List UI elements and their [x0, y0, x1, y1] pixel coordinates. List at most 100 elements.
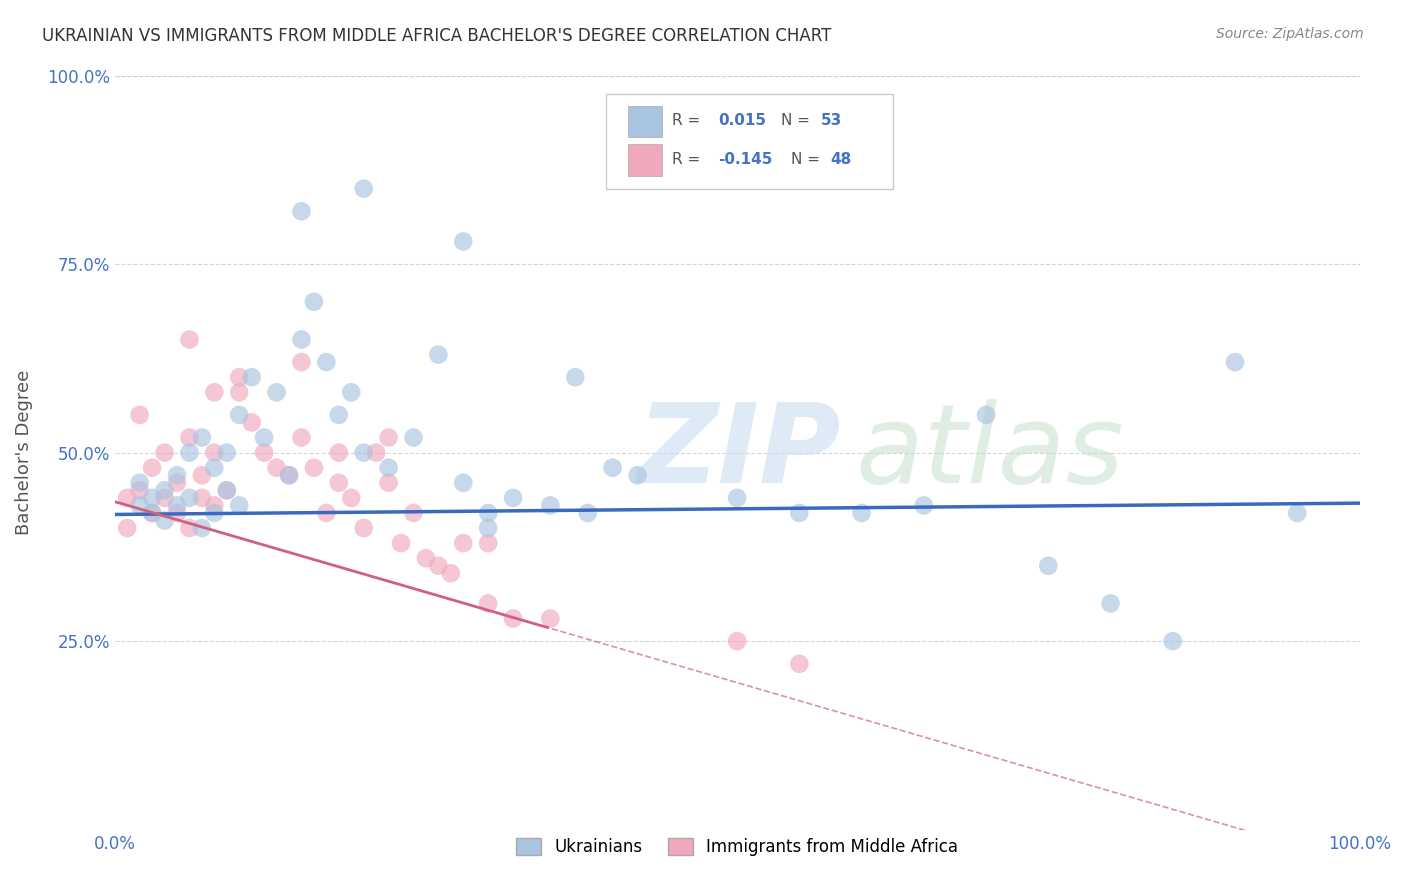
Point: [179, 445, 201, 459]
Point: [290, 333, 312, 347]
Point: [477, 536, 499, 550]
Point: [166, 468, 188, 483]
Point: [402, 506, 425, 520]
Point: [128, 499, 150, 513]
Point: [191, 491, 214, 505]
Point: [153, 483, 176, 498]
Point: [440, 566, 463, 581]
Point: [315, 506, 337, 520]
Point: [153, 514, 176, 528]
Point: [453, 536, 475, 550]
Point: [974, 408, 997, 422]
Text: R =: R =: [672, 153, 700, 168]
Point: [202, 499, 225, 513]
Text: 53: 53: [821, 113, 842, 128]
Point: [228, 385, 250, 400]
Text: -0.145: -0.145: [718, 153, 773, 168]
Point: [377, 431, 399, 445]
Point: [128, 483, 150, 498]
Point: [564, 370, 586, 384]
Point: [1099, 597, 1122, 611]
Point: [626, 468, 648, 483]
Point: [253, 445, 276, 459]
Point: [141, 506, 163, 520]
Text: ZIP: ZIP: [637, 399, 841, 506]
Point: [1161, 634, 1184, 648]
Text: 0.015: 0.015: [718, 113, 766, 128]
Point: [366, 445, 388, 459]
Point: [179, 431, 201, 445]
Point: [278, 468, 301, 483]
Point: [166, 506, 188, 520]
Point: [538, 499, 561, 513]
Point: [202, 460, 225, 475]
Text: atlas: atlas: [855, 399, 1123, 506]
Point: [477, 597, 499, 611]
Point: [415, 551, 437, 566]
Text: N =: N =: [780, 113, 810, 128]
Point: [253, 431, 276, 445]
Point: [328, 475, 350, 490]
Point: [202, 445, 225, 459]
Point: [290, 355, 312, 369]
Point: [453, 235, 475, 249]
Point: [240, 416, 263, 430]
Point: [141, 491, 163, 505]
Text: 48: 48: [831, 153, 852, 168]
Point: [1286, 506, 1309, 520]
Point: [789, 506, 811, 520]
Point: [202, 506, 225, 520]
Point: [725, 634, 748, 648]
Point: [477, 521, 499, 535]
Legend: Ukrainians, Immigrants from Middle Africa: Ukrainians, Immigrants from Middle Afric…: [509, 831, 965, 863]
Point: [228, 408, 250, 422]
Point: [266, 385, 288, 400]
Point: [228, 499, 250, 513]
Point: [128, 408, 150, 422]
Point: [389, 536, 412, 550]
Point: [302, 460, 325, 475]
Point: [725, 491, 748, 505]
Point: [141, 506, 163, 520]
Point: [278, 468, 301, 483]
Point: [427, 348, 450, 362]
FancyBboxPatch shape: [627, 145, 662, 176]
Text: R =: R =: [672, 113, 700, 128]
Point: [353, 521, 375, 535]
Point: [377, 475, 399, 490]
Point: [502, 611, 524, 625]
Point: [328, 445, 350, 459]
Point: [315, 355, 337, 369]
Point: [191, 431, 214, 445]
FancyBboxPatch shape: [627, 105, 662, 137]
Point: [115, 521, 138, 535]
Point: [215, 483, 238, 498]
Point: [115, 491, 138, 505]
Point: [228, 370, 250, 384]
Point: [240, 370, 263, 384]
Point: [290, 204, 312, 219]
Point: [353, 445, 375, 459]
Point: [789, 657, 811, 671]
Point: [290, 431, 312, 445]
FancyBboxPatch shape: [606, 95, 893, 188]
Point: [166, 499, 188, 513]
Point: [191, 521, 214, 535]
Point: [1038, 558, 1060, 573]
Point: [453, 475, 475, 490]
Point: [302, 294, 325, 309]
Point: [340, 491, 363, 505]
Point: [153, 445, 176, 459]
Point: [202, 385, 225, 400]
Point: [353, 181, 375, 195]
Point: [215, 445, 238, 459]
Point: [166, 475, 188, 490]
Point: [128, 475, 150, 490]
Point: [538, 611, 561, 625]
Point: [377, 460, 399, 475]
Point: [402, 431, 425, 445]
Point: [215, 483, 238, 498]
Point: [1223, 355, 1246, 369]
Point: [153, 491, 176, 505]
Point: [191, 468, 214, 483]
